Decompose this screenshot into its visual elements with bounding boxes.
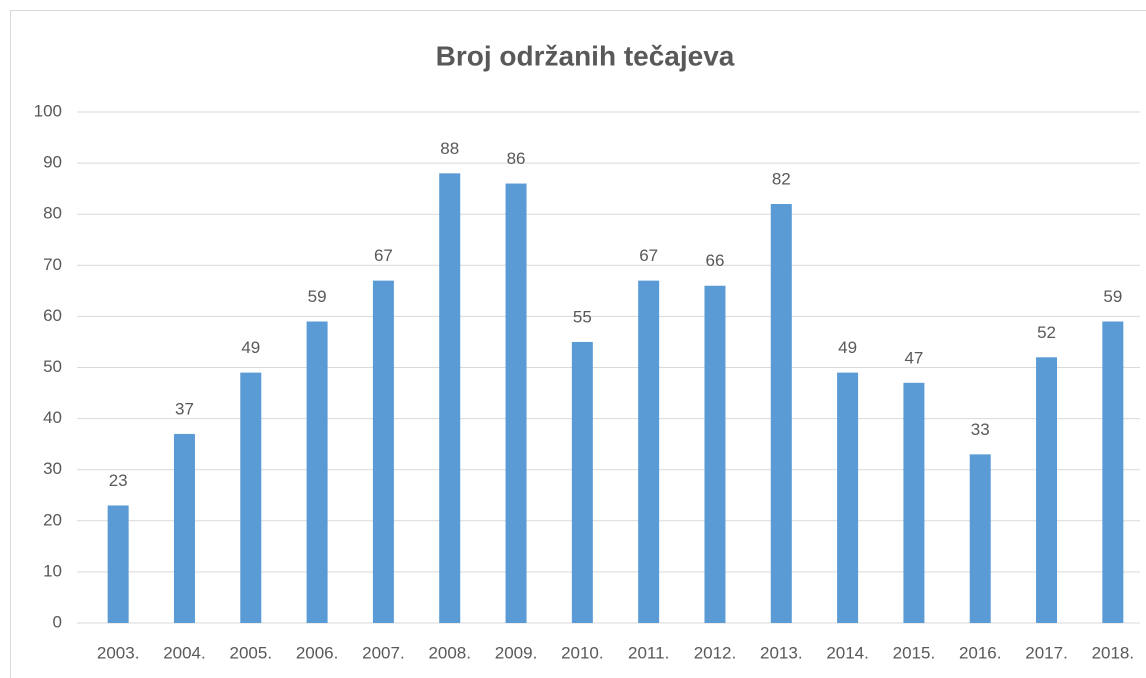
bar	[1102, 321, 1124, 623]
y-tick-label: 40	[43, 408, 62, 427]
x-tick-label: 2005.	[230, 643, 273, 662]
data-label: 67	[639, 246, 658, 265]
y-tick-label: 60	[43, 306, 62, 325]
data-label: 82	[772, 169, 791, 188]
data-label: 55	[573, 307, 592, 326]
x-tick-label: 2006.	[296, 643, 339, 662]
y-tick-label: 20	[43, 510, 62, 529]
chart-frame	[10, 10, 1146, 678]
x-tick-label: 2015.	[893, 643, 936, 662]
y-tick-label: 30	[43, 459, 62, 478]
y-tick-label: 80	[43, 204, 62, 223]
data-label: 47	[904, 348, 923, 367]
data-label: 37	[175, 399, 194, 418]
y-tick-label: 90	[43, 153, 62, 172]
x-tick-label: 2012.	[694, 643, 737, 662]
y-tick-label: 10	[43, 561, 62, 580]
bar	[107, 505, 129, 623]
chart-title: Broj održanih tečajeva	[436, 40, 735, 71]
y-tick-label: 100	[34, 101, 62, 120]
bar	[439, 173, 461, 623]
data-label: 33	[971, 420, 990, 439]
data-label: 88	[440, 139, 459, 158]
bar	[903, 382, 925, 623]
data-label: 23	[109, 471, 128, 490]
data-label: 49	[241, 338, 260, 357]
bar	[704, 285, 726, 623]
y-tick-label: 50	[43, 357, 62, 376]
x-tick-label: 2018.	[1092, 643, 1135, 662]
x-tick-label: 2013.	[760, 643, 803, 662]
bar	[1036, 357, 1058, 623]
data-label: 66	[706, 251, 725, 270]
data-label: 52	[1037, 323, 1056, 342]
bar	[837, 372, 859, 623]
bar	[969, 454, 991, 623]
x-tick-label: 2016.	[959, 643, 1002, 662]
bar	[571, 341, 593, 623]
bar	[372, 280, 394, 623]
x-tick-label: 2009.	[495, 643, 538, 662]
x-tick-label: 2014.	[826, 643, 869, 662]
x-tick-label: 2010.	[561, 643, 604, 662]
bar	[173, 433, 195, 623]
bar	[770, 203, 792, 624]
y-tick-label: 70	[43, 255, 62, 274]
x-tick-label: 2004.	[163, 643, 206, 662]
bar	[505, 183, 527, 624]
bar	[638, 280, 660, 623]
data-label: 59	[1103, 287, 1122, 306]
data-label: 86	[507, 149, 526, 168]
bar	[306, 321, 328, 623]
x-tick-label: 2007.	[362, 643, 405, 662]
data-label: 67	[374, 246, 393, 265]
data-label: 59	[308, 287, 327, 306]
x-tick-label: 2011.	[628, 643, 669, 662]
data-label: 49	[838, 338, 857, 357]
x-tick-label: 2008.	[428, 643, 471, 662]
x-tick-label: 2003.	[97, 643, 140, 662]
y-tick-label: 0	[53, 612, 62, 631]
x-tick-label: 2017.	[1025, 643, 1068, 662]
bar	[240, 372, 262, 623]
